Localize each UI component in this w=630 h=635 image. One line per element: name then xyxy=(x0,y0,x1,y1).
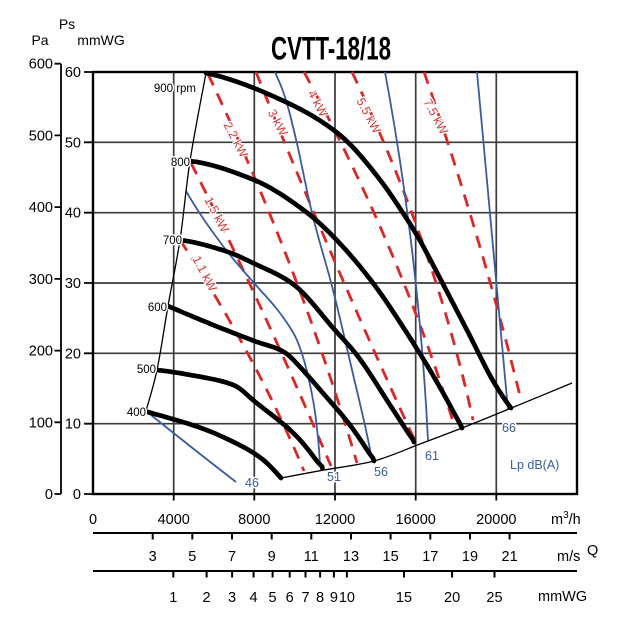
svg-text:5: 5 xyxy=(269,590,277,606)
svg-text:9: 9 xyxy=(330,590,338,606)
svg-text:0: 0 xyxy=(89,512,97,528)
svg-text:CVTT-18/18: CVTT-18/18 xyxy=(271,31,391,67)
svg-text:8: 8 xyxy=(316,590,324,606)
svg-text:19: 19 xyxy=(462,549,478,565)
svg-text:51: 51 xyxy=(327,470,341,484)
svg-text:Lp dB(A): Lp dB(A) xyxy=(510,458,559,472)
svg-text:7: 7 xyxy=(301,590,309,606)
svg-text:11: 11 xyxy=(304,549,319,565)
svg-text:20: 20 xyxy=(65,346,81,362)
svg-text:2: 2 xyxy=(203,590,211,606)
svg-text:200: 200 xyxy=(29,344,53,360)
svg-text:m/s: m/s xyxy=(557,549,580,565)
svg-text:600: 600 xyxy=(148,302,167,314)
svg-text:500: 500 xyxy=(137,364,156,376)
svg-text:17: 17 xyxy=(422,549,438,565)
svg-text:13: 13 xyxy=(343,549,359,565)
svg-text:mmWG: mmWG xyxy=(538,589,587,605)
svg-text:0: 0 xyxy=(45,487,53,503)
svg-text:61: 61 xyxy=(425,449,439,463)
svg-text:500: 500 xyxy=(29,128,53,144)
svg-text:4000: 4000 xyxy=(158,512,190,528)
svg-text:15: 15 xyxy=(396,590,412,606)
svg-text:8000: 8000 xyxy=(238,512,270,528)
svg-text:1: 1 xyxy=(169,590,177,606)
svg-text:3: 3 xyxy=(149,549,157,565)
svg-text:25: 25 xyxy=(486,590,502,606)
svg-text:800: 800 xyxy=(171,157,190,169)
svg-text:m3/h: m3/h xyxy=(551,510,581,528)
svg-text:100: 100 xyxy=(29,415,53,431)
svg-text:20: 20 xyxy=(444,590,460,606)
svg-text:3: 3 xyxy=(228,590,236,606)
svg-text:16000: 16000 xyxy=(396,512,436,528)
svg-text:300: 300 xyxy=(29,272,53,288)
svg-text:0: 0 xyxy=(73,487,81,503)
svg-text:9: 9 xyxy=(268,549,276,565)
svg-text:7: 7 xyxy=(228,549,236,565)
svg-text:10: 10 xyxy=(65,417,81,433)
svg-text:12000: 12000 xyxy=(315,512,355,528)
svg-text:Pa: Pa xyxy=(31,32,48,48)
svg-text:mmWG: mmWG xyxy=(77,32,124,48)
svg-text:6: 6 xyxy=(286,590,294,606)
svg-text:50: 50 xyxy=(65,135,81,151)
svg-text:4: 4 xyxy=(250,590,258,606)
svg-text:400: 400 xyxy=(29,200,53,216)
svg-text:4 kW: 4 kW xyxy=(305,88,331,120)
svg-text:15: 15 xyxy=(383,549,399,565)
svg-text:60: 60 xyxy=(65,65,81,81)
svg-text:600: 600 xyxy=(29,57,53,73)
svg-text:21: 21 xyxy=(502,549,518,565)
svg-text:400: 400 xyxy=(127,407,146,419)
svg-text:20000: 20000 xyxy=(476,512,516,528)
svg-text:700: 700 xyxy=(163,235,182,247)
svg-text:Q: Q xyxy=(587,543,598,559)
svg-text:40: 40 xyxy=(65,206,81,222)
svg-text:46: 46 xyxy=(245,476,259,490)
svg-text:900 rpm: 900 rpm xyxy=(154,83,196,95)
svg-text:Ps: Ps xyxy=(59,16,75,32)
svg-text:10: 10 xyxy=(339,590,355,606)
svg-text:56: 56 xyxy=(374,465,388,479)
svg-text:30: 30 xyxy=(65,276,81,292)
svg-text:66: 66 xyxy=(502,421,516,435)
svg-text:5: 5 xyxy=(188,549,196,565)
